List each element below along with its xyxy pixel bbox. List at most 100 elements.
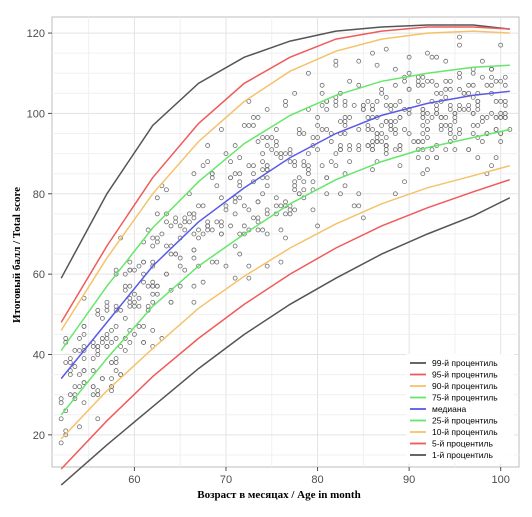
data-point — [260, 135, 266, 140]
data-point — [58, 400, 64, 406]
data-point — [237, 251, 243, 257]
data-point — [502, 74, 508, 80]
data-point — [292, 179, 298, 185]
data-point — [214, 183, 220, 189]
data-point — [81, 323, 87, 329]
data-point — [58, 440, 64, 446]
data-point — [360, 215, 366, 221]
data-point — [255, 227, 261, 233]
data-point — [182, 227, 188, 233]
data-point — [429, 147, 435, 152]
data-point — [392, 147, 398, 152]
data-point — [273, 151, 279, 157]
legend-label: 90-й процентиль — [432, 381, 498, 391]
data-point — [425, 127, 430, 132]
data-point — [191, 247, 197, 253]
data-point — [470, 111, 476, 116]
percentile-curves — [60, 24, 511, 486]
data-point — [99, 340, 105, 345]
data-point — [443, 147, 449, 152]
data-point — [411, 139, 417, 144]
data-point — [447, 127, 453, 132]
data-point — [356, 127, 362, 132]
data-point — [219, 127, 224, 132]
data-point — [420, 74, 426, 80]
data-point — [429, 54, 435, 60]
data-point — [113, 267, 119, 273]
y-axis-title: Итоговый балл / Total score — [11, 187, 23, 323]
data-point — [251, 115, 256, 120]
data-point — [301, 179, 307, 185]
data-point — [237, 195, 243, 201]
data-point — [127, 340, 133, 345]
legend-label: 5-й процентиль — [432, 439, 494, 449]
data-point — [205, 219, 211, 225]
data-point — [498, 98, 504, 104]
data-point — [406, 86, 412, 92]
data-point — [447, 86, 453, 92]
data-point — [360, 107, 366, 112]
data-point — [154, 235, 160, 241]
x-tick-label: 100 — [492, 474, 510, 486]
data-point — [228, 159, 233, 165]
data-point — [470, 123, 476, 128]
data-point — [136, 263, 142, 269]
legend-label: медиана — [432, 404, 467, 414]
data-point — [214, 219, 220, 225]
data-point — [283, 235, 288, 241]
data-point — [219, 231, 224, 237]
data-point — [104, 344, 110, 349]
data-point — [136, 303, 142, 309]
data-point — [63, 432, 69, 438]
data-point — [95, 311, 101, 317]
data-point — [104, 332, 110, 337]
data-point — [77, 384, 82, 390]
data-point — [443, 123, 449, 128]
data-point — [392, 119, 398, 124]
data-point — [479, 119, 485, 124]
data-point — [383, 143, 389, 148]
data-point — [77, 372, 82, 377]
data-point — [186, 219, 192, 225]
data-point — [164, 187, 169, 193]
data-point — [191, 283, 197, 289]
data-point — [420, 171, 426, 177]
data-point — [104, 303, 110, 309]
data-point — [246, 98, 252, 104]
data-point — [264, 107, 270, 112]
data-point — [392, 131, 398, 136]
data-point — [447, 107, 453, 112]
data-point — [200, 279, 206, 285]
data-point — [365, 115, 371, 120]
data-point — [479, 139, 485, 144]
data-point — [447, 78, 453, 84]
percentile-line — [60, 128, 510, 416]
data-point — [347, 78, 352, 84]
data-point — [168, 223, 174, 229]
data-point — [113, 336, 119, 341]
data-point — [72, 384, 78, 390]
data-point — [260, 167, 266, 173]
data-point — [278, 259, 284, 265]
data-point — [150, 327, 156, 333]
data-point — [402, 127, 407, 132]
data-point — [150, 291, 156, 297]
data-point — [333, 151, 339, 157]
data-point — [296, 127, 302, 132]
data-point — [132, 267, 137, 273]
data-point — [72, 396, 78, 402]
data-point — [90, 392, 96, 398]
data-point — [154, 211, 160, 217]
data-point — [425, 111, 430, 116]
data-point — [466, 90, 472, 96]
data-point — [489, 163, 494, 169]
data-point — [356, 82, 362, 88]
data-point — [209, 259, 215, 265]
data-point — [457, 74, 462, 80]
data-point — [122, 336, 128, 341]
data-point — [324, 191, 330, 197]
data-point — [370, 102, 375, 108]
data-point — [383, 135, 389, 140]
data-point — [205, 143, 211, 148]
data-point — [132, 332, 137, 337]
